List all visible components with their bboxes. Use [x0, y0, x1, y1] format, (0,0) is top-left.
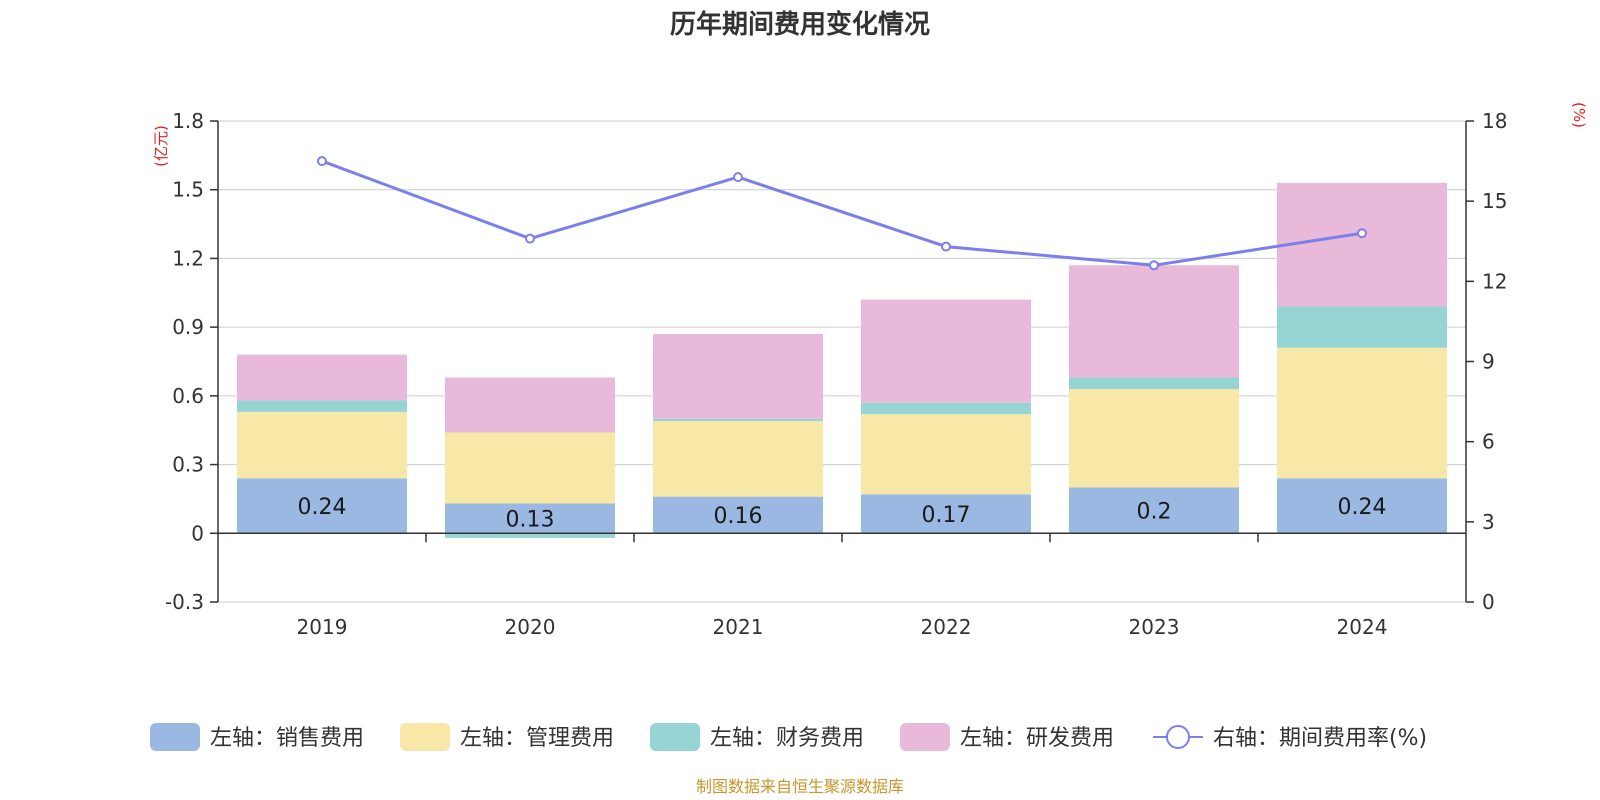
right-tick-label: 12	[1482, 269, 1507, 293]
legend-swatch-2	[650, 723, 700, 751]
legend-line-marker	[1166, 725, 1190, 749]
legend-label-3: 左轴：研发费用	[960, 726, 1114, 751]
legend-label-0: 左轴：销售费用	[210, 726, 364, 751]
right-axis-unit: (%)	[1570, 102, 1588, 128]
left-axis-ticks: 1.8 1.5 1.2 0.9 0.6 0.3 0 -0.3	[165, 109, 218, 614]
bar-s2-2019	[237, 400, 407, 412]
x-tick-label: 2021	[713, 615, 764, 639]
bar-s0-2024	[1277, 478, 1447, 534]
bar-label: 0.13	[506, 507, 555, 532]
bar-s1-2020	[445, 432, 615, 504]
bar-s2-2020	[445, 533, 615, 538]
x-tick-label: 2024	[1337, 615, 1388, 639]
legend-swatch-1	[400, 723, 450, 751]
bar-s2-2023	[1069, 377, 1239, 389]
bar-labels: 0.24 0.13 0.16 0.17 0.2 0.24	[298, 495, 1387, 533]
rate-point-2022	[941, 241, 951, 252]
bar-s3-2019	[237, 354, 407, 401]
bar-s1-2021	[653, 421, 823, 497]
bar-s3-2020	[445, 377, 615, 433]
rate-line-path	[321, 159, 1363, 267]
rate-point-2023	[1149, 260, 1159, 271]
left-tick-label: -0.3	[165, 590, 204, 614]
bars	[237, 182, 1447, 538]
right-axis-ticks: 18 15 12 9 6 3 0	[1466, 109, 1507, 614]
bar-label: 0.24	[1338, 495, 1387, 520]
bar-s0-2019	[237, 478, 407, 534]
source-note: 制图数据来自恒生聚源数据库	[696, 777, 904, 796]
bar-s0-2020	[445, 503, 615, 534]
left-tick-label: 0.9	[172, 315, 204, 339]
bar-s1-2023	[1069, 388, 1239, 488]
bar-s2-2021	[653, 418, 823, 422]
bar-s3-2022	[861, 299, 1031, 403]
rate-point-2019	[317, 156, 327, 167]
right-tick-label: 15	[1482, 189, 1507, 213]
bar-s2-2022	[861, 402, 1031, 415]
right-tick-label: 6	[1482, 430, 1495, 454]
left-tick-label: 1.5	[172, 178, 204, 202]
left-tick-label: 1.8	[172, 109, 204, 133]
x-tick-label: 2020	[505, 615, 556, 639]
left-tick-label: 0	[191, 521, 204, 545]
bar-label: 0.16	[714, 504, 763, 529]
legend-swatch-3	[900, 723, 950, 751]
x-tick-label: 2022	[921, 615, 972, 639]
x-tick-label: 2019	[297, 615, 348, 639]
left-axis-unit: (亿元)	[152, 125, 170, 167]
chart-title: 历年期间费用变化情况	[670, 9, 930, 40]
bar-s1-2019	[237, 411, 407, 479]
bar-s0-2021	[653, 496, 823, 534]
legend-label-line: 右轴：期间费用率(%)	[1213, 726, 1427, 751]
legend: 左轴：销售费用 左轴：管理费用 左轴：财务费用 左轴：研发费用 右轴：期间费用率(%)	[150, 723, 1427, 751]
bar-label: 0.17	[922, 503, 971, 528]
left-tick-label: 1.2	[172, 246, 204, 270]
bar-s0-2023	[1069, 487, 1239, 534]
rate-point-2021	[733, 172, 743, 183]
right-tick-label: 3	[1482, 510, 1495, 534]
right-tick-label: 9	[1482, 350, 1495, 374]
bar-s1-2022	[861, 414, 1031, 495]
bar-s2-2024	[1277, 306, 1447, 348]
legend-label-2: 左轴：财务费用	[710, 726, 864, 751]
bar-s3-2023	[1069, 265, 1239, 378]
bar-label: 0.2	[1137, 499, 1172, 524]
bar-s3-2024	[1277, 182, 1447, 307]
bar-label: 0.24	[298, 495, 347, 520]
bar-s0-2022	[861, 494, 1031, 534]
x-axis-ticks: 2019 2020 2021 2022 2023 2024	[297, 615, 1388, 639]
x-tick-label: 2023	[1129, 615, 1180, 639]
left-tick-label: 0.3	[172, 453, 204, 477]
legend-swatch-0	[150, 723, 200, 751]
right-tick-label: 18	[1482, 109, 1507, 133]
right-tick-label: 0	[1482, 590, 1495, 614]
rate-point-2020	[525, 233, 535, 244]
rate-line	[317, 156, 1367, 271]
bar-s3-2021	[653, 334, 823, 419]
rate-point-2024	[1357, 228, 1367, 239]
legend-label-1: 左轴：管理费用	[460, 726, 614, 751]
bar-s1-2024	[1277, 347, 1447, 479]
left-tick-label: 0.6	[172, 384, 204, 408]
